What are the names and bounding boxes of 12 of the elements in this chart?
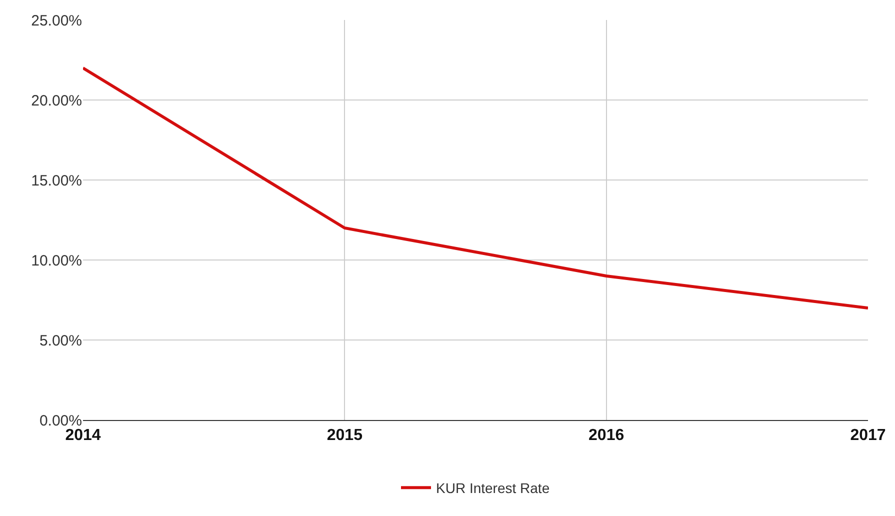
- y-tick-label: 20.00%: [31, 92, 82, 110]
- x-tick-label: 2014: [65, 427, 101, 444]
- y-tick-label: 0.00%: [39, 412, 82, 430]
- y-tick-label: 10.00%: [31, 252, 82, 270]
- y-tick-label: 25.00%: [31, 12, 82, 30]
- y-tick-label: 15.00%: [31, 172, 82, 190]
- legend-label: KUR Interest Rate: [436, 480, 550, 496]
- x-tick-label: 2015: [326, 427, 363, 444]
- y-tick-label: 5.00%: [39, 332, 82, 350]
- x-tick-label: 2017: [850, 427, 886, 444]
- x-tick-label: 2016: [588, 427, 624, 444]
- line-series: [83, 66, 868, 310]
